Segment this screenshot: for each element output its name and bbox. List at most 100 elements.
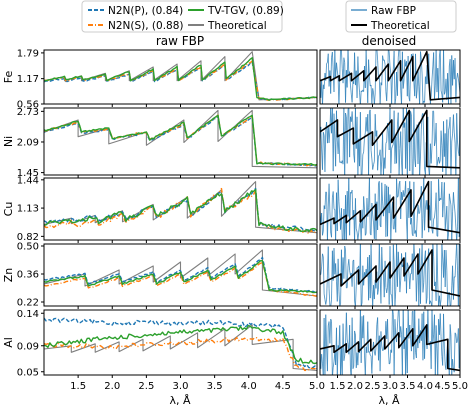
raw-fbp-stroke bbox=[432, 244, 435, 257]
raw-fbp-stroke bbox=[450, 141, 453, 175]
raw-fbp-stroke bbox=[407, 55, 410, 98]
raw-fbp-stroke bbox=[448, 126, 450, 131]
raw-fbp-stroke bbox=[421, 244, 424, 293]
raw-fbp-stroke bbox=[343, 57, 346, 63]
raw-fbp-stroke bbox=[367, 59, 370, 103]
raw-fbp-stroke bbox=[377, 156, 379, 171]
raw-fbp-stroke bbox=[400, 131, 402, 163]
raw-fbp-stroke bbox=[421, 74, 424, 104]
raw-fbp-stroke bbox=[374, 347, 377, 356]
raw-fbp-stroke bbox=[387, 348, 390, 365]
raw-fbp-stroke bbox=[455, 334, 458, 343]
raw-fbp-stroke bbox=[422, 282, 425, 293]
raw-fbp-stroke bbox=[343, 245, 346, 279]
series-theoretical-zn-denoised bbox=[320, 249, 460, 297]
raw-fbp-stroke bbox=[325, 191, 327, 193]
raw-fbp-stroke bbox=[364, 346, 367, 375]
raw-fbp-stroke bbox=[338, 78, 341, 104]
raw-fbp-stroke bbox=[385, 141, 388, 144]
series-tv-tgv-0-89-ni-raw bbox=[44, 114, 317, 166]
raw-fbp-stroke bbox=[425, 298, 428, 304]
raw-fbp-stroke bbox=[453, 332, 456, 373]
raw-fbp-stroke bbox=[391, 146, 393, 149]
raw-fbp-stroke bbox=[382, 55, 384, 61]
raw-fbp-stroke bbox=[409, 273, 412, 290]
raw-fbp-stroke bbox=[413, 244, 416, 260]
raw-fbp-stroke bbox=[323, 293, 326, 300]
raw-fbp-stroke bbox=[389, 108, 392, 174]
raw-fbp-stroke bbox=[423, 136, 426, 170]
x-tick-label: 4.5 bbox=[435, 381, 451, 392]
raw-fbp-stroke bbox=[363, 196, 365, 210]
y-tick-label: 2.09 bbox=[17, 137, 39, 148]
raw-fbp-stroke bbox=[343, 355, 346, 361]
y-tick-label: 0.14 bbox=[17, 309, 39, 320]
plot-lines-fe-denoised bbox=[320, 50, 460, 104]
raw-fbp-stroke bbox=[454, 258, 457, 278]
raw-fbp-stroke bbox=[381, 182, 384, 202]
raw-fbp-stroke bbox=[372, 164, 374, 170]
raw-fbp-stroke bbox=[447, 294, 449, 306]
raw-fbp-stroke bbox=[401, 108, 404, 175]
raw-fbp-stroke bbox=[320, 266, 323, 275]
raw-fbp-stroke bbox=[322, 132, 325, 136]
raw-fbp-stroke bbox=[415, 90, 418, 99]
raw-fbp-stroke bbox=[396, 251, 399, 287]
raw-fbp-stroke bbox=[359, 244, 362, 306]
raw-fbp-stroke bbox=[330, 318, 332, 322]
raw-fbp-stroke bbox=[355, 228, 358, 233]
raw-fbp-stroke bbox=[369, 354, 372, 357]
raw-fbp-stroke bbox=[361, 154, 364, 175]
raw-fbp-stroke bbox=[389, 349, 392, 364]
x-tick-label: 4.5 bbox=[275, 381, 291, 392]
raw-fbp-stroke bbox=[379, 331, 382, 372]
raw-fbp-stroke bbox=[321, 253, 323, 267]
x-tick-label: 3.5 bbox=[207, 381, 223, 392]
raw-fbp-stroke bbox=[389, 65, 392, 74]
legend-label-rawfbp: Raw FBP bbox=[371, 5, 416, 17]
raw-fbp-stroke bbox=[388, 51, 391, 67]
raw-fbp-stroke bbox=[336, 62, 338, 71]
raw-fbp-stroke bbox=[365, 50, 368, 80]
raw-fbp-stroke bbox=[402, 80, 405, 89]
plot-lines-al-raw bbox=[44, 317, 317, 372]
raw-fbp-stroke bbox=[354, 286, 357, 306]
series-theoretical-fe-denoised bbox=[320, 50, 460, 101]
raw-fbp-stroke bbox=[324, 129, 327, 172]
raw-fbp-stroke bbox=[346, 339, 349, 345]
raw-fbp-stroke bbox=[418, 122, 421, 175]
raw-fbp-stroke bbox=[450, 335, 453, 375]
y-tick-label: 1.17 bbox=[17, 74, 39, 85]
x-tick-label: 3.0 bbox=[173, 381, 189, 392]
raw-fbp-stroke bbox=[348, 259, 351, 271]
raw-fbp-stroke bbox=[394, 98, 397, 104]
y-tick-label: 0.50 bbox=[17, 242, 39, 253]
raw-fbp-stroke bbox=[374, 93, 376, 104]
raw-fbp-stroke bbox=[393, 261, 396, 306]
legend-label-tvtgv: TV-TGV, (0.89) bbox=[207, 5, 284, 17]
raw-fbp-stroke bbox=[437, 179, 440, 237]
legend-label-theoretical-right: Theoretical bbox=[370, 20, 430, 32]
raw-fbp-stroke bbox=[418, 212, 420, 214]
raw-fbp-stroke bbox=[379, 82, 382, 104]
x-tick-label: 4.0 bbox=[417, 381, 433, 392]
raw-fbp-stroke bbox=[435, 123, 438, 166]
raw-fbp-stroke bbox=[386, 80, 388, 102]
plot-lines-fe-raw bbox=[44, 51, 317, 101]
raw-fbp-stroke bbox=[368, 111, 370, 175]
raw-fbp-stroke bbox=[436, 244, 439, 284]
raw-fbp-stroke bbox=[406, 262, 409, 267]
raw-fbp-stroke bbox=[376, 271, 379, 295]
raw-fbp-stroke bbox=[443, 313, 445, 349]
y-tick-label: 1.45 bbox=[17, 168, 39, 179]
raw-fbp-stroke bbox=[434, 209, 436, 218]
raw-fbp-stroke bbox=[394, 319, 397, 337]
raw-fbp-stroke bbox=[347, 108, 349, 110]
raw-fbp-stroke bbox=[322, 231, 324, 236]
series-tv-tgv-0-89-cu-raw bbox=[44, 188, 317, 233]
raw-fbp-stroke bbox=[349, 192, 351, 236]
raw-fbp-stroke bbox=[415, 277, 418, 302]
raw-fbp-stroke bbox=[410, 114, 413, 175]
series-theoretical-al-denoised bbox=[320, 324, 460, 372]
raw-fbp-stroke bbox=[403, 192, 406, 197]
